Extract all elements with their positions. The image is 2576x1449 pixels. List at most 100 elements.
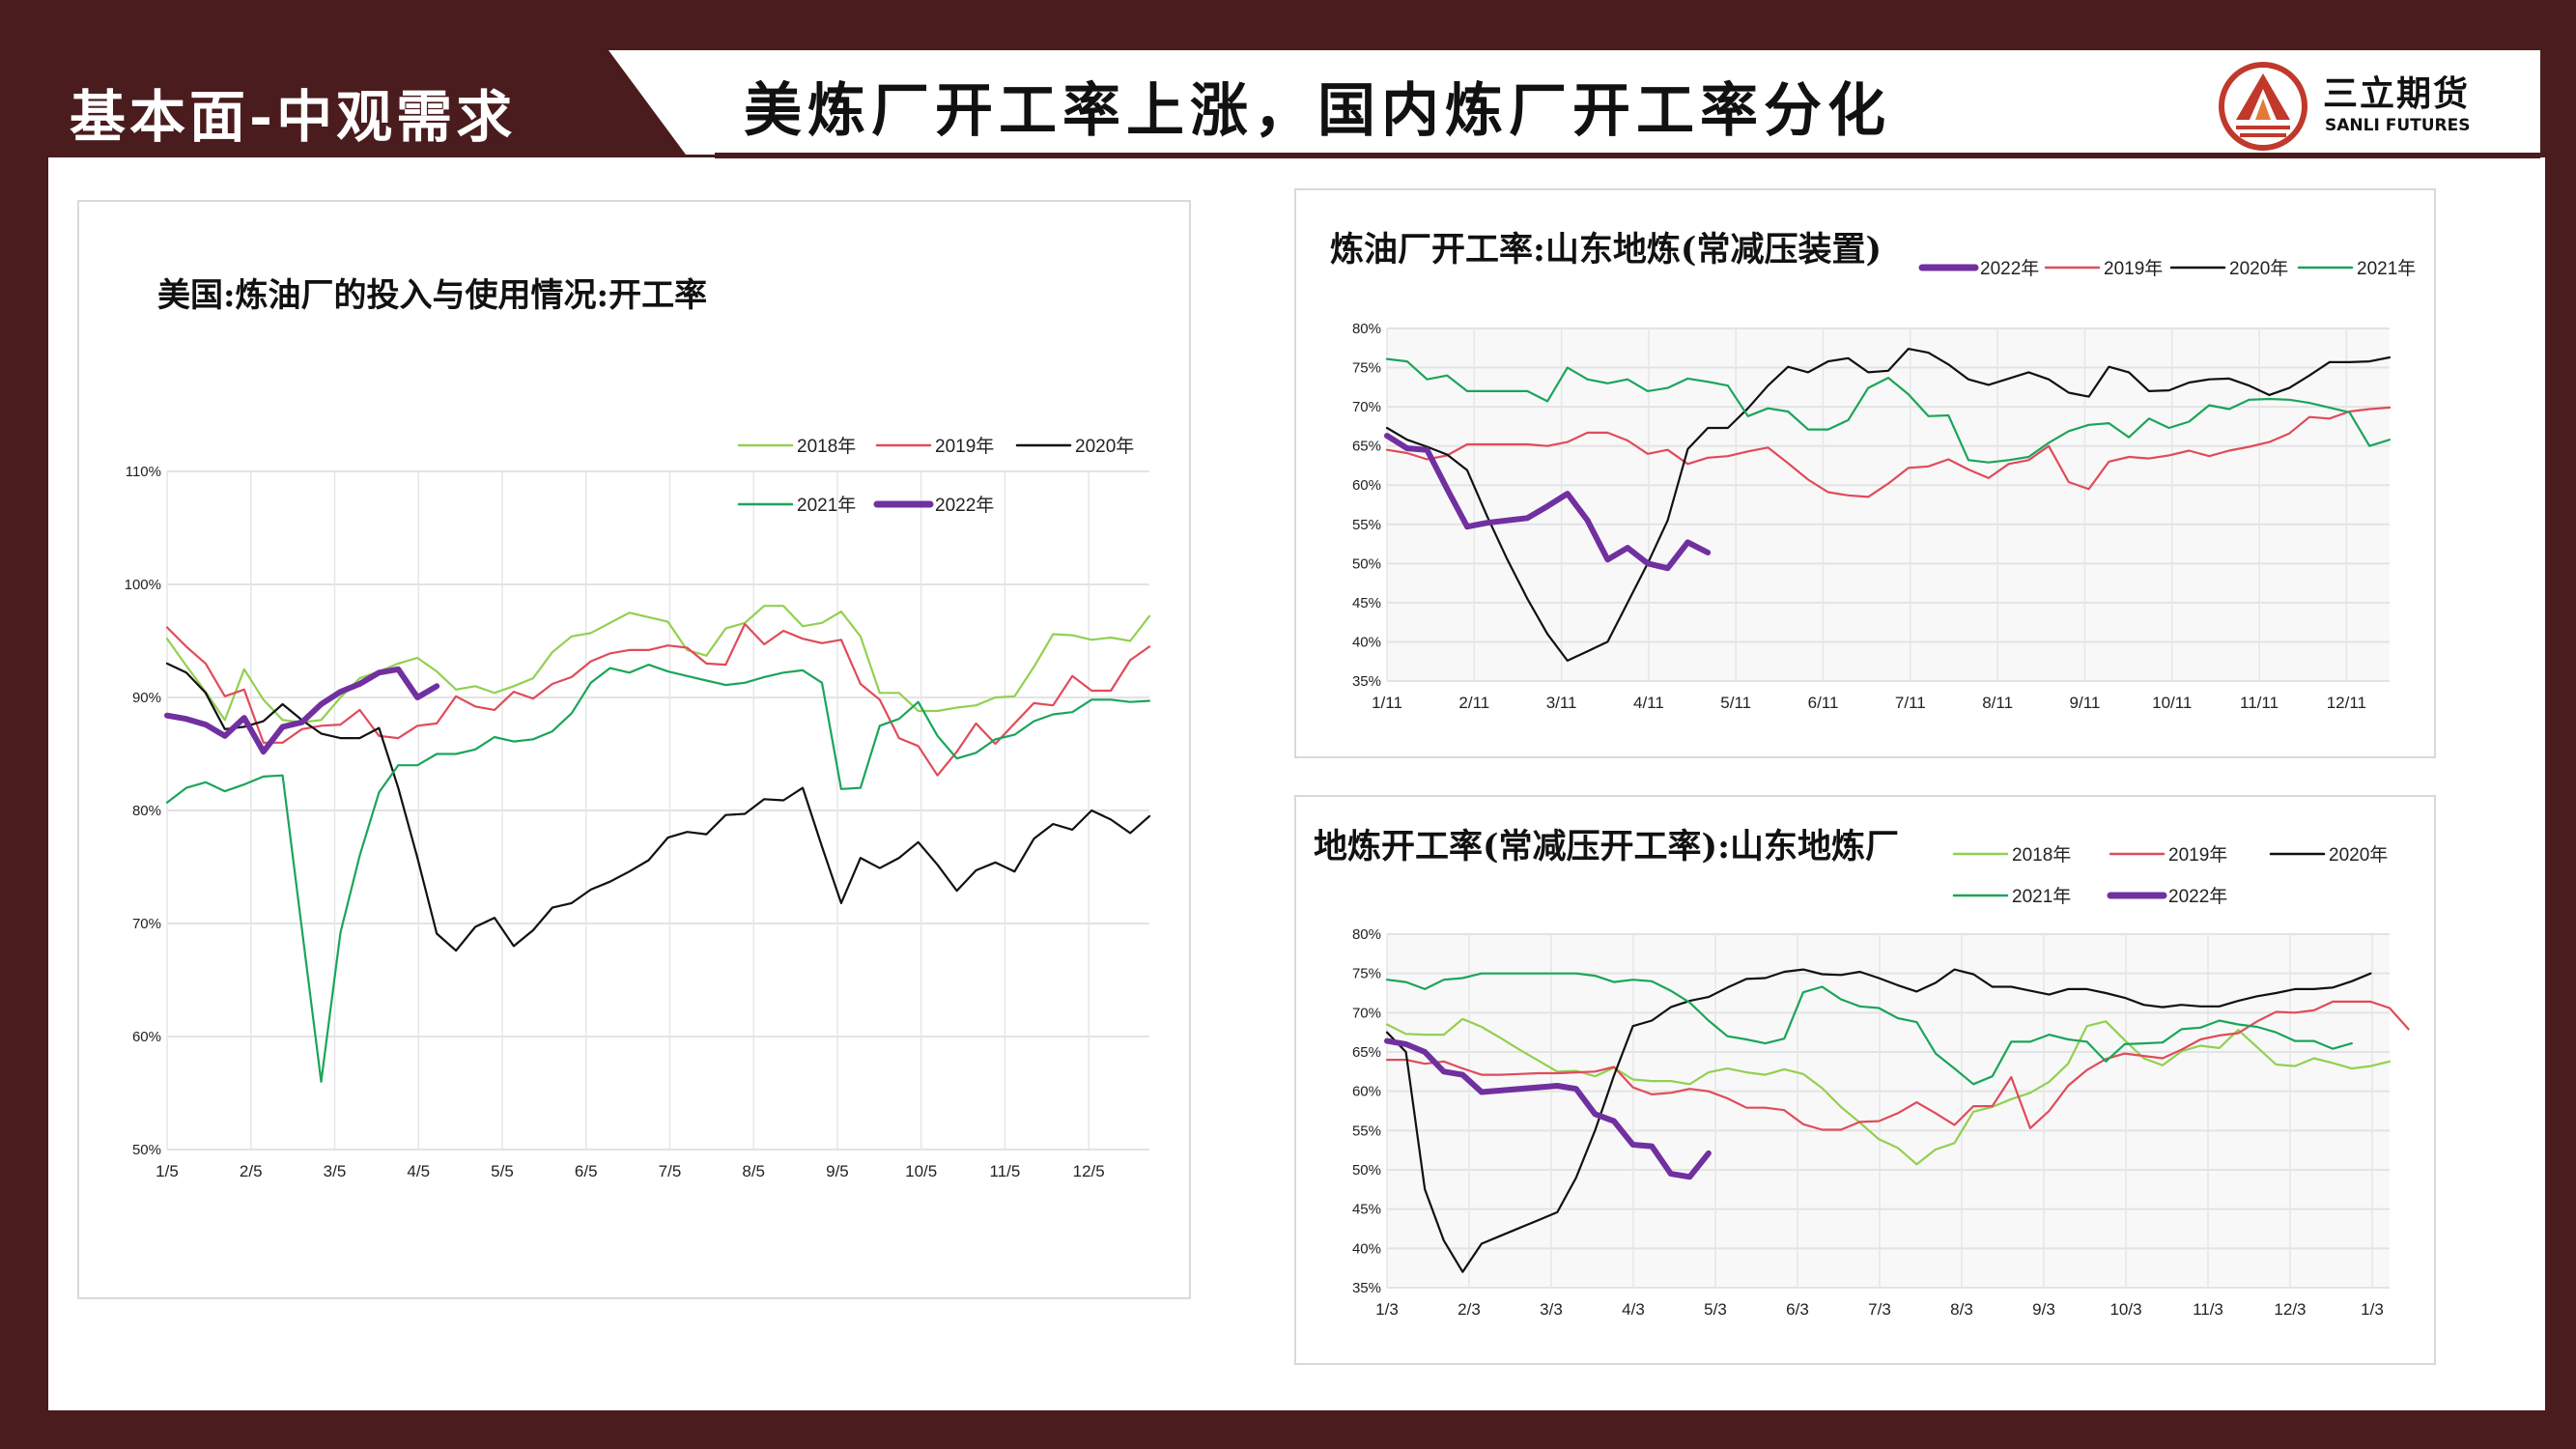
y-tick-label: 35%	[1352, 673, 1381, 690]
x-tick-label: 8/11	[1982, 694, 2013, 712]
y-tick-label: 55%	[1352, 517, 1381, 533]
x-tick-label: 1/5	[156, 1162, 179, 1180]
y-tick-label: 60%	[1352, 477, 1381, 494]
y-tick-label: 60%	[1352, 1084, 1381, 1100]
legend-item: 2022年	[2107, 886, 2227, 907]
legend-label: 2020年	[2229, 258, 2288, 279]
y-tick-label: 75%	[1352, 966, 1381, 982]
x-tick-label: 6/11	[1808, 694, 1839, 712]
x-tick-label: 7/5	[659, 1162, 682, 1180]
header-banner	[609, 50, 2540, 155]
legend-label: 2019年	[2168, 844, 2227, 866]
y-tick-label: 50%	[132, 1142, 161, 1158]
x-tick-label: 10/11	[2152, 694, 2192, 712]
legend-item: 2021年	[2297, 258, 2416, 279]
legend-label: 2022年	[935, 495, 994, 516]
series-line-2018	[165, 605, 1151, 724]
x-tick-label: 8/3	[1950, 1300, 1973, 1319]
y-tick-label: 80%	[132, 803, 161, 819]
chart-title-shandong-refinery: 炼油厂开工率:山东地炼(常减压装置)	[1330, 230, 1882, 270]
chart-0: 50% 60% 70% 80% 90% 100% 110% 1/5 2/5 3/5 4/5 5/5 6/…	[125, 436, 1151, 1180]
x-tick-label: 9/11	[2070, 694, 2101, 712]
legend-item: 2019年	[2109, 844, 2227, 866]
y-tick-label: 70%	[1352, 399, 1381, 415]
x-tick-label: 1/3	[1375, 1300, 1399, 1319]
series-line-2021	[1385, 972, 2353, 1086]
y-tick-label: 75%	[1352, 360, 1381, 377]
company-logo: 三立期货 SANLI FUTURES	[2217, 60, 2497, 153]
legend-item: 2018年	[737, 436, 856, 457]
y-tick-label: 35%	[1352, 1280, 1381, 1296]
series-line-2021	[165, 663, 1151, 1083]
x-tick-label: 4/3	[1622, 1300, 1645, 1319]
legend-item: 2021年	[1952, 886, 2071, 907]
x-tick-label: 9/3	[2032, 1300, 2055, 1319]
x-tick-label: 5/3	[1704, 1300, 1727, 1319]
legend-label: 2020年	[2329, 844, 2388, 866]
x-tick-label: 11/11	[2240, 694, 2279, 712]
series-line-2021	[1385, 357, 2392, 464]
x-tick-label: 11/5	[990, 1162, 1021, 1180]
legend-item: 2022年	[1918, 258, 2039, 279]
x-tick-label: 2/5	[240, 1162, 263, 1180]
logo-name-cn: 三立期货	[2323, 74, 2471, 114]
x-tick-label: 4/11	[1633, 694, 1664, 712]
y-tick-label: 50%	[1352, 1162, 1381, 1179]
legend-label: 2018年	[2012, 844, 2071, 866]
y-tick-label: 80%	[1352, 926, 1381, 943]
chart-2: 35% 40% 45% 50% 55% 60% 65% 70% 75% 80% 1/3 2/3 3/3 4…	[1352, 844, 2410, 1319]
chart-title-us-refinery: 美国:炼油厂的投入与使用情况:开工率	[157, 276, 708, 315]
series-line-2022	[1384, 433, 1712, 572]
x-tick-label: 3/11	[1546, 694, 1577, 712]
y-tick-label: 110%	[126, 464, 161, 480]
legend-item: 2019年	[875, 436, 994, 457]
legend-item: 2018年	[1952, 844, 2071, 866]
x-tick-label: 4/5	[407, 1162, 430, 1180]
y-tick-label: 65%	[1352, 439, 1381, 455]
y-tick-label: 80%	[1352, 321, 1381, 337]
y-tick-label: 100%	[125, 577, 161, 593]
x-tick-label: 5/5	[491, 1162, 514, 1180]
y-tick-label: 55%	[1352, 1122, 1381, 1139]
series-line-2020	[1385, 968, 2372, 1273]
legend-label: 2021年	[2012, 886, 2071, 907]
y-tick-label: 45%	[1352, 1202, 1381, 1218]
y-tick-label: 90%	[132, 690, 161, 706]
y-tick-label: 70%	[132, 916, 161, 932]
x-tick-label: 5/11	[1720, 694, 1751, 712]
legend-item: 2020年	[1015, 436, 1134, 457]
x-tick-label: 12/11	[2327, 694, 2366, 712]
legend-label: 2020年	[1075, 436, 1134, 457]
series-line-2019	[1385, 1000, 2410, 1131]
x-tick-label: 7/3	[1868, 1300, 1891, 1319]
x-tick-label: 9/5	[826, 1162, 849, 1180]
header-divider	[715, 153, 2540, 158]
series-line-2022	[1384, 1037, 1712, 1180]
x-tick-label: 11/3	[2193, 1300, 2223, 1319]
legend-label: 2021年	[797, 495, 856, 516]
legend-item: 2020年	[2169, 258, 2288, 279]
legend-label: 2021年	[2357, 258, 2416, 279]
y-tick-label: 40%	[1352, 1240, 1381, 1257]
legend-label: 2018年	[797, 436, 856, 457]
x-tick-label: 10/5	[905, 1162, 937, 1180]
x-tick-label: 1/3	[2361, 1300, 2384, 1319]
x-tick-label: 2/3	[1458, 1300, 1481, 1319]
y-tick-label: 50%	[1352, 555, 1381, 572]
x-tick-label: 3/3	[1540, 1300, 1563, 1319]
x-tick-label: 8/5	[742, 1162, 765, 1180]
legend-item: 2020年	[2269, 844, 2388, 866]
y-tick-label: 45%	[1352, 595, 1381, 611]
mountain-logo-icon	[2219, 62, 2307, 151]
x-tick-label: 6/5	[575, 1162, 598, 1180]
chart-title-shandong-local: 地炼开工率(常减压开工率):山东地炼厂	[1314, 827, 1900, 867]
x-tick-label: 1/11	[1372, 694, 1402, 712]
series-line-2020	[1385, 348, 2392, 663]
x-tick-label: 7/11	[1895, 694, 1926, 712]
legend-item: 2021年	[737, 495, 856, 516]
legend-item: 2022年	[873, 495, 994, 516]
page-title: 美炼厂开工率上涨，国内炼厂开工率分化	[744, 77, 1891, 145]
y-tick-label: 65%	[1352, 1044, 1381, 1061]
legend-label: 2022年	[1980, 258, 2039, 279]
